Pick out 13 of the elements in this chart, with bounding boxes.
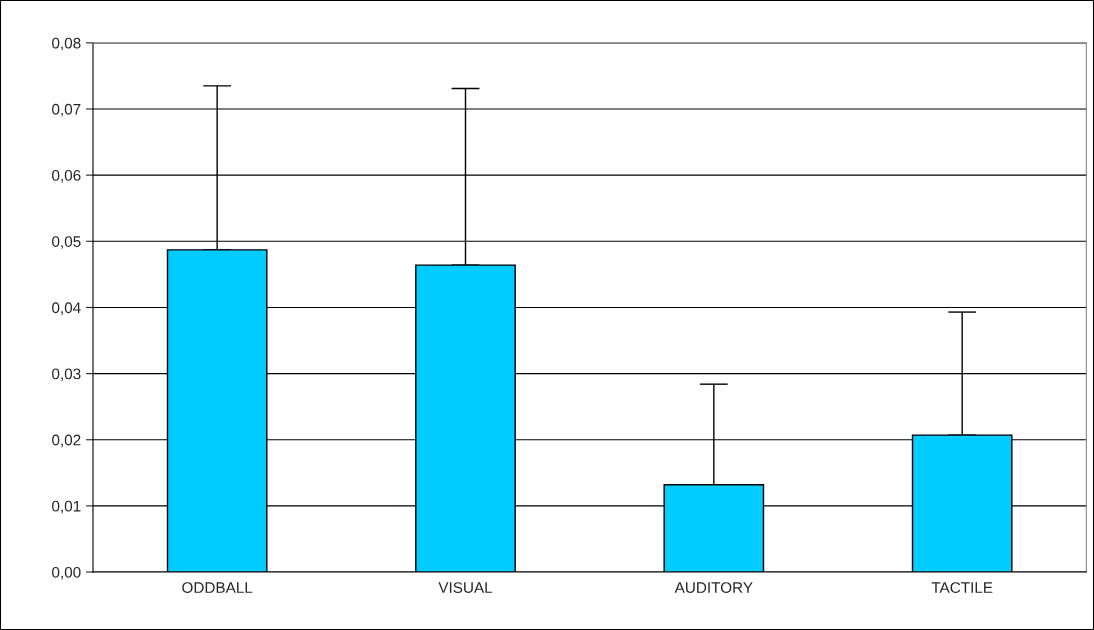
y-tick-label: 0,01 <box>52 500 81 514</box>
y-tick-label: 0,05 <box>52 236 81 249</box>
y-tick-label: 0,02 <box>52 434 81 448</box>
y-tick-label: 0,03 <box>52 368 81 382</box>
y-tick-label: 0,04 <box>52 302 81 315</box>
x-tick-label: TACTILE <box>931 582 993 593</box>
y-tick-label: 0,06 <box>52 170 81 183</box>
y-tick-label: 0,00 <box>52 566 81 580</box>
y-tick-label: 0,07 <box>52 103 81 117</box>
x-tick-label: AUDITORY <box>674 582 753 593</box>
x-tick-label: VISUAL <box>438 582 493 593</box>
y-tick-label: 0,08 <box>52 37 81 51</box>
x-tick-label: ODDBALL <box>182 582 253 593</box>
